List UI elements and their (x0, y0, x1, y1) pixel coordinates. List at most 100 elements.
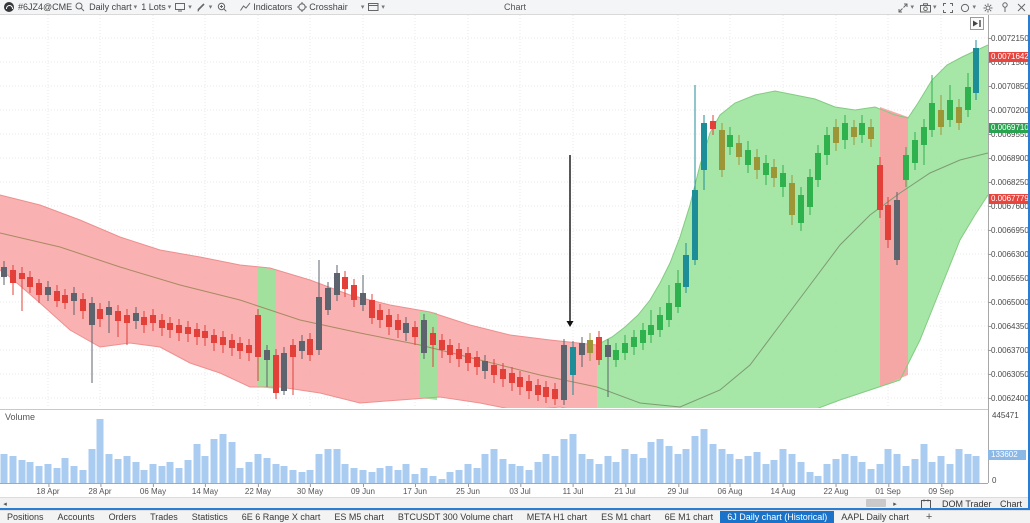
tab-aapl-daily-chart[interactable]: AAPL Daily chart (841, 512, 909, 522)
tab-es-m1-chart[interactable]: ES M1 chart (601, 512, 651, 522)
price-tick: 0.0065000 (988, 298, 1030, 307)
tab-es-m5-chart[interactable]: ES M5 chart (334, 512, 384, 522)
pin-button[interactable] (999, 2, 1010, 13)
crosshair-button[interactable]: Crosshair (296, 2, 348, 13)
date-axis[interactable]: 18 Apr 28 Apr 06 May 14 May 22 May 30 May 09 J… (0, 483, 988, 497)
date-label: 18 Apr (36, 484, 60, 496)
price-tick: 0.0070200 (988, 106, 1030, 115)
window-icon (368, 2, 379, 13)
search-icon[interactable] (74, 2, 85, 13)
crosshair-icon (296, 2, 307, 13)
chart-style-icon (175, 2, 186, 13)
right-accent-line (1028, 15, 1030, 508)
date-label: 06 Aug (717, 484, 743, 496)
chevron-down-icon: ▾ (133, 3, 138, 11)
chart-pane[interactable] (0, 15, 988, 408)
pencil-icon (196, 2, 207, 13)
tab-positions[interactable]: Positions (7, 512, 44, 522)
circle-icon (959, 2, 970, 13)
price-tick: 0.0066300 (988, 250, 1030, 259)
chevron-down-icon: ▾ (167, 3, 172, 11)
price-axis[interactable]: 0.0072150 0.0071500 0.0070850 0.0070200 0.00… (988, 15, 1030, 483)
scroll-left-icon[interactable]: ◂ (3, 500, 7, 508)
chevron-down-icon: ▾ (381, 3, 385, 11)
scrollbar-thumb[interactable] (866, 499, 886, 507)
price-tick: 0.0066950 (988, 226, 1030, 235)
indicators-button[interactable]: Indicators (240, 2, 292, 13)
date-label: 17 Jun (402, 484, 428, 496)
date-label: 09 Jun (350, 484, 376, 496)
price-tick: 0.0067600 (988, 202, 1030, 211)
chevron-down-icon: ▾ (932, 4, 937, 11)
date-label: 21 Jul (614, 484, 636, 496)
scroll-right-icon[interactable]: ▸ (893, 500, 897, 508)
tab-accounts[interactable]: Accounts (57, 512, 95, 522)
price-tick: 0.0071500 (988, 58, 1030, 67)
dom-trader-button[interactable]: DOM Trader (942, 499, 992, 509)
tab-orders[interactable]: Orders (108, 512, 137, 522)
price-tick: 0.0070850 (988, 82, 1030, 91)
add-tab-button[interactable]: + (925, 511, 933, 523)
volume-pane-svg[interactable] (0, 410, 988, 483)
date-label: 29 Jul (667, 484, 689, 496)
screenshot-button[interactable]: ▾ (919, 2, 937, 13)
symbol-selector[interactable]: #6JZ4@CME (18, 2, 85, 13)
date-label: 30 May (296, 484, 324, 496)
drawing-tool-select[interactable]: ▾ (196, 2, 213, 13)
tab-btcusdt-300-volume-chart[interactable]: BTCUSDT 300 Volume chart (397, 512, 513, 522)
chevron-down-icon: ▾ (910, 4, 914, 11)
price-tick: 0.0065650 (988, 274, 1030, 283)
price-tick: 0.0063050 (988, 370, 1030, 379)
lots-select[interactable]: 1 Lots ▾ (141, 2, 171, 12)
tab-trades[interactable]: Trades (150, 512, 178, 522)
date-label: 22 Aug (823, 484, 849, 496)
go-to-latest-button[interactable] (970, 17, 984, 30)
indicators-icon (240, 2, 251, 13)
date-label: 25 Jun (455, 484, 481, 496)
close-button[interactable] (1016, 2, 1027, 13)
chevron-down-icon: ▾ (208, 3, 213, 11)
popout-icon (897, 2, 908, 13)
price-tick: 0.0068250 (988, 178, 1030, 187)
volume-label: Volume (5, 412, 36, 422)
app-logo-icon[interactable] (4, 2, 14, 12)
price-badge: 0.0067779 (989, 194, 1030, 204)
settings-button[interactable] (982, 2, 993, 13)
chevron-down-icon: ▾ (188, 3, 192, 11)
volume-badge: 133602 (988, 450, 1026, 460)
tab-statistics[interactable]: Statistics (191, 512, 228, 522)
price-badge: 0.0071642 (989, 52, 1030, 62)
volume-zero-label: 0 (992, 476, 997, 485)
chevron-down-icon[interactable]: ▾ (360, 3, 365, 11)
price-tick: 0.0062400 (988, 394, 1030, 403)
tab-meta-h1-chart[interactable]: META H1 chart (526, 512, 588, 522)
date-label: 06 May (139, 484, 167, 496)
popout-button[interactable]: ▾ (897, 2, 914, 13)
price-tick: 0.0064350 (988, 322, 1030, 331)
fullscreen-button[interactable] (942, 2, 953, 13)
lots-label: 1 Lots (141, 2, 166, 12)
date-label: 11 Jul (562, 484, 584, 496)
tab-6j-daily-chart-historical-[interactable]: 6J Daily chart (Historical) (720, 511, 835, 523)
indicators-label: Indicators (253, 2, 293, 12)
accent-line (0, 508, 1030, 510)
tab-6e-m1-chart[interactable]: 6E M1 chart (664, 512, 714, 522)
tab-6e-6-range-x-chart[interactable]: 6E 6 Range X chart (241, 512, 321, 522)
horizontal-scrollbar[interactable]: ◂ ▸ DOM Trader Chart Trader (0, 497, 1030, 519)
date-label: 22 May (244, 484, 272, 496)
volume-pane[interactable]: Volume (0, 409, 988, 483)
symbol-label: #6JZ4@CME (18, 2, 73, 12)
timeframe-select[interactable]: Daily chart ▾ (89, 2, 137, 12)
theme-select[interactable]: ▾ (959, 2, 976, 13)
timeframe-label: Daily chart (89, 2, 132, 12)
chevron-down-icon: ▾ (972, 4, 976, 11)
zoom-in-icon (216, 2, 227, 13)
window-layout-select[interactable]: ▾ (368, 2, 385, 13)
chart-style-select[interactable]: ▾ (175, 2, 192, 13)
price-badge: 0.0069710 (989, 123, 1030, 133)
price-pane-svg[interactable] (0, 15, 988, 408)
date-label: 28 Apr (88, 484, 112, 496)
zoom-tool[interactable] (216, 2, 227, 13)
price-tick: 0.0068900 (988, 154, 1030, 163)
volume-max-label: 445471 (992, 411, 1019, 420)
